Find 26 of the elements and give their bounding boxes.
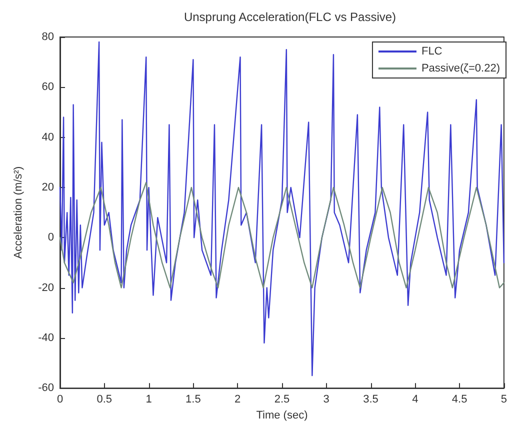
y-tick-label: -20: [38, 282, 54, 294]
x-tick-label: 4.5: [452, 394, 468, 406]
chart-title: Unsprung Acceleration(FLC vs Passive): [184, 10, 396, 24]
x-tick-label: 3: [323, 394, 330, 406]
x-tick-label: 5: [500, 394, 508, 406]
x-tick-label: 3.5: [363, 394, 378, 406]
legend-label: Passive(ζ=0.22): [421, 62, 500, 74]
x-tick-label: 1.5: [186, 394, 201, 406]
x-tick-label: 1: [146, 394, 152, 406]
y-tick-label: 60: [42, 81, 54, 94]
x-tick-label: 0: [56, 394, 64, 406]
x-axis-title: Time (sec): [256, 410, 308, 422]
x-tick-label: 2.5: [274, 394, 290, 406]
y-tick-label: 80: [42, 31, 54, 43]
line-series: [59, 41, 505, 376]
y-tick-label: -60: [38, 382, 54, 394]
y-tick-label: 0: [48, 232, 54, 244]
x-tick-label: 4: [412, 394, 418, 406]
y-tick-label: -40: [38, 332, 54, 344]
legend-label: FLC: [421, 46, 442, 58]
y-axis-title: Acceleration (m/s²): [12, 166, 24, 259]
y-tick-label: 20: [42, 181, 54, 194]
line-series: [59, 182, 505, 288]
x-tick-label: 2: [234, 394, 241, 406]
y-tick-label: 40: [42, 131, 54, 144]
x-tick-label: 0.5: [96, 394, 112, 406]
